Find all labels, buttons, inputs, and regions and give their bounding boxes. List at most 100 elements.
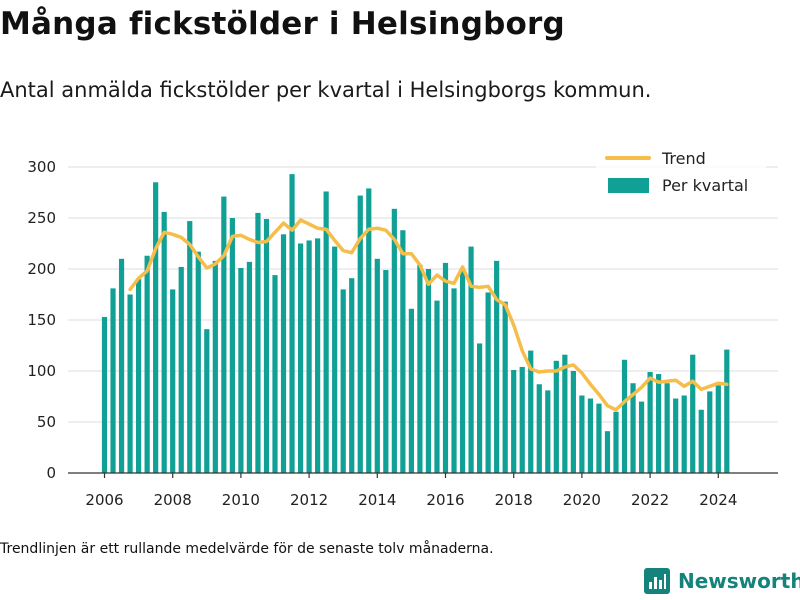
y-tick-label: 100 bbox=[27, 362, 56, 380]
bar bbox=[647, 372, 653, 473]
bar bbox=[673, 398, 679, 473]
bar bbox=[178, 266, 184, 473]
bar bbox=[289, 174, 295, 473]
newsworthy-logo-icon bbox=[644, 568, 670, 594]
bar bbox=[408, 308, 414, 473]
bar bbox=[246, 261, 253, 473]
bar bbox=[297, 243, 304, 473]
bar bbox=[715, 385, 721, 473]
x-tick-label: 2010 bbox=[222, 491, 260, 509]
bar bbox=[536, 384, 542, 473]
bar-series bbox=[101, 174, 730, 474]
brand-name: Newsworthy bbox=[678, 569, 800, 593]
bar bbox=[204, 329, 210, 473]
bar bbox=[127, 294, 133, 473]
x-tick-label: 2018 bbox=[495, 491, 533, 509]
bar bbox=[511, 369, 517, 473]
bar bbox=[340, 289, 346, 473]
bar bbox=[187, 221, 193, 473]
legend: Trend Per kvartal bbox=[596, 149, 766, 200]
x-tick-label: 2006 bbox=[85, 491, 123, 509]
brand: Newsworthy bbox=[644, 568, 800, 594]
bar bbox=[161, 211, 167, 473]
bar bbox=[681, 395, 687, 473]
bar bbox=[545, 390, 551, 473]
x-tick-label: 2020 bbox=[563, 491, 601, 509]
x-axis: 2006 2008 2010 2012 2014 2016 2018 2020 2022 2024 bbox=[68, 472, 778, 509]
y-tick-label: 250 bbox=[27, 209, 56, 227]
bar bbox=[263, 219, 270, 473]
bar bbox=[101, 316, 108, 473]
bar bbox=[110, 288, 116, 473]
bar bbox=[579, 395, 585, 473]
bar bbox=[391, 208, 397, 473]
bar bbox=[656, 374, 662, 473]
bar bbox=[332, 246, 338, 473]
bar bbox=[613, 411, 619, 473]
bar bbox=[306, 240, 312, 473]
y-axis: 0 50 100 150 200 250 300 bbox=[27, 158, 56, 482]
bar bbox=[587, 398, 594, 473]
legend-bar-label: Per kvartal bbox=[662, 176, 748, 195]
bar bbox=[434, 300, 440, 473]
bar bbox=[477, 343, 483, 473]
legend-bar-swatch bbox=[608, 178, 649, 193]
bar bbox=[383, 270, 389, 473]
bar bbox=[690, 354, 696, 473]
bar bbox=[272, 275, 278, 473]
bar bbox=[366, 188, 372, 474]
bar bbox=[485, 292, 491, 473]
x-tick-label: 2014 bbox=[358, 491, 396, 509]
bar bbox=[664, 383, 670, 473]
bar bbox=[596, 403, 602, 473]
x-tick-label: 2012 bbox=[290, 491, 328, 509]
bar bbox=[417, 264, 423, 473]
bar bbox=[195, 251, 201, 473]
y-tick-label: 200 bbox=[27, 260, 56, 278]
chart-title: Många fickstölder i Helsingborg bbox=[0, 6, 565, 42]
bar bbox=[255, 212, 261, 473]
bar bbox=[425, 269, 432, 473]
bar bbox=[136, 279, 142, 473]
bar bbox=[724, 349, 730, 473]
trend-line bbox=[128, 218, 729, 412]
bar bbox=[468, 246, 474, 473]
x-tick-label: 2008 bbox=[154, 491, 192, 509]
bar bbox=[315, 238, 321, 473]
bar bbox=[400, 230, 406, 473]
y-tick-label: 0 bbox=[46, 464, 56, 482]
bar bbox=[229, 218, 235, 473]
bar bbox=[604, 431, 611, 473]
bar bbox=[349, 278, 355, 473]
bar bbox=[280, 234, 287, 473]
bar bbox=[144, 255, 150, 473]
bar bbox=[630, 383, 636, 473]
bar bbox=[459, 269, 466, 473]
bar bbox=[153, 182, 159, 474]
bar bbox=[519, 366, 525, 473]
bar bbox=[562, 354, 568, 473]
footnote: Trendlinjen är ett rullande medelvärde f… bbox=[0, 541, 494, 557]
bar bbox=[528, 350, 534, 473]
x-tick-label: 2024 bbox=[699, 491, 737, 509]
bar bbox=[442, 262, 449, 473]
trend-series bbox=[128, 218, 729, 412]
x-tick-label: 2016 bbox=[426, 491, 464, 509]
x-tick-label: 2022 bbox=[631, 491, 669, 509]
bar bbox=[621, 359, 628, 473]
bar bbox=[118, 258, 125, 473]
bar bbox=[374, 258, 380, 473]
bar bbox=[221, 196, 227, 473]
bar bbox=[170, 289, 176, 473]
bar bbox=[494, 260, 500, 473]
bar bbox=[451, 288, 457, 473]
bar bbox=[502, 301, 508, 473]
bar bbox=[707, 391, 713, 473]
bar bbox=[553, 360, 559, 473]
bar bbox=[212, 260, 218, 473]
bar bbox=[570, 371, 576, 473]
bar bbox=[698, 409, 704, 473]
y-tick-label: 300 bbox=[27, 158, 56, 176]
chart-subtitle: Antal anmälda fickstölder per kvartal i … bbox=[0, 78, 652, 102]
